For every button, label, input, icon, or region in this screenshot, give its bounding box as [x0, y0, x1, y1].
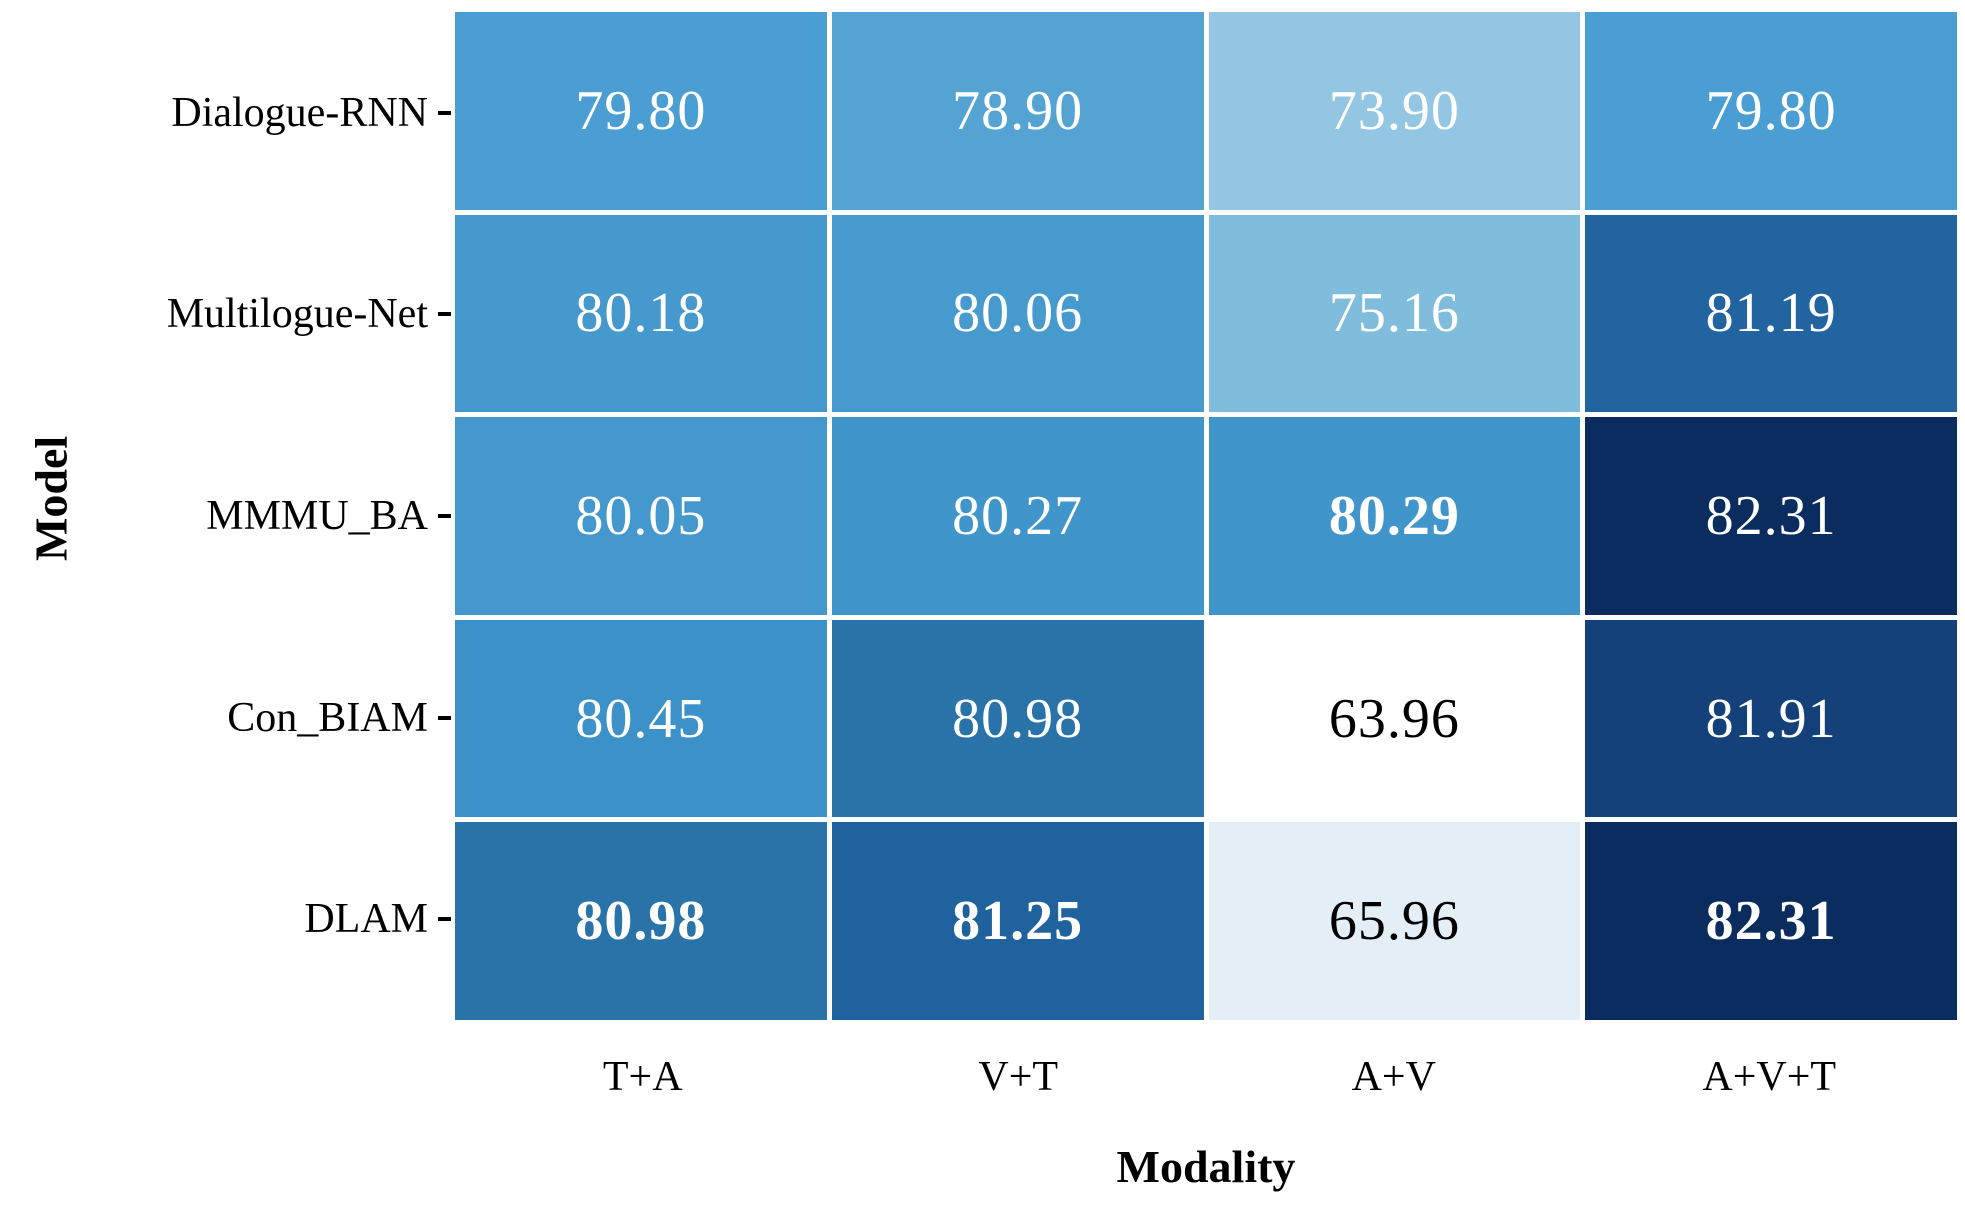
- heatmap-cell: 63.96: [1208, 619, 1581, 818]
- x-tick-label: A+V: [1351, 1054, 1436, 1100]
- heatmap-cell: 78.90: [831, 12, 1204, 210]
- heatmap-cell: 82.31: [1585, 417, 1957, 615]
- heatmap-cell: 81.19: [1585, 214, 1957, 413]
- y-tick-label: Dialogue-RNN: [171, 89, 428, 136]
- x-tick-label: A+V+T: [1702, 1054, 1837, 1100]
- y-tick-label: DLAM: [304, 896, 428, 943]
- y-tick-mark: [436, 617, 452, 819]
- heatmap-cell: 80.98: [831, 619, 1204, 818]
- heatmap-cell: 82.31: [1585, 822, 1957, 1020]
- heatmap-cell: 80.98: [455, 822, 827, 1020]
- y-tick-label: Con_BIAM: [227, 694, 428, 741]
- heatmap-cell: 80.29: [1208, 417, 1581, 615]
- heatmap-cell: 79.80: [1585, 12, 1957, 210]
- heatmap-grid: 79.80 78.90 73.90 79.80 80.18 80.06 75.16 81.19…: [455, 12, 1957, 1020]
- heatmap-cell: 81.91: [1585, 619, 1957, 818]
- x-tick-label: T+A: [602, 1054, 683, 1100]
- x-axis-labels: T+A V+T A+V A+V+T: [455, 1032, 1957, 1122]
- heatmap-cell: 81.25: [831, 822, 1204, 1020]
- y-tick-mark: [436, 415, 452, 617]
- x-tick-label: V+T: [978, 1054, 1059, 1100]
- y-tick-mark: [436, 214, 452, 416]
- y-tick-mark: [436, 818, 452, 1020]
- y-tick-label: Multilogue-Net: [166, 291, 428, 338]
- heatmap-cell: 80.18: [455, 214, 827, 413]
- x-axis-title: Modality: [1116, 1141, 1296, 1192]
- y-tick-label: MMMU_BA: [206, 492, 428, 539]
- heatmap-cell: 80.06: [831, 214, 1204, 413]
- heatmap-cell: 80.45: [455, 619, 827, 818]
- y-axis-ticks: [436, 12, 452, 1020]
- heatmap-cell: 80.27: [831, 417, 1204, 615]
- heatmap-cell: 79.80: [455, 12, 827, 210]
- y-tick-mark: [436, 12, 452, 214]
- y-axis-labels: Dialogue-RNN Multilogue-Net MMMU_BA Con_BIA…: [0, 12, 428, 1020]
- heatmap-cell: 65.96: [1208, 822, 1581, 1020]
- heatmap-cell: 80.05: [455, 417, 827, 615]
- heatmap-cell: 75.16: [1208, 214, 1581, 413]
- heatmap-cell: 73.90: [1208, 12, 1581, 210]
